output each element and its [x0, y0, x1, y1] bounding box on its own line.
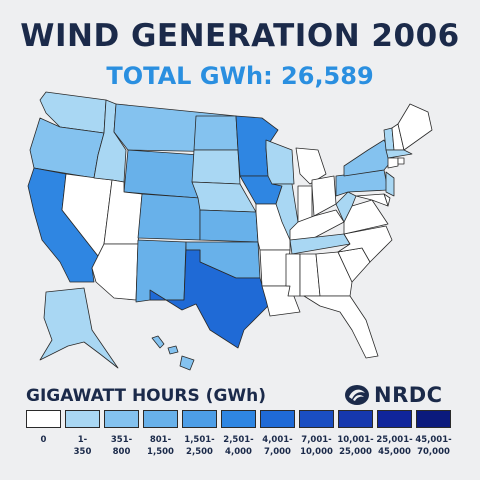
- legend-swatch: [26, 410, 61, 428]
- legend-range-low: 7,001-: [301, 435, 332, 445]
- legend-range-low: 351-: [110, 435, 133, 445]
- nrdc-logo: NRDC: [344, 383, 443, 407]
- legend-range-low: 1-: [77, 435, 88, 445]
- nrdc-logo-text: NRDC: [374, 383, 443, 407]
- legend-swatch: [65, 410, 100, 428]
- legend-range-low: 1,501-: [184, 435, 215, 445]
- legend-range-label: 45,001- 70,000: [415, 434, 451, 458]
- state-md: [355, 193, 389, 207]
- state-nj: [385, 171, 395, 197]
- legend-item: 25,001- 45,000: [376, 410, 413, 458]
- state-ak: [39, 287, 119, 369]
- state-nd: [193, 115, 239, 151]
- legend-range-high: 10,000: [300, 447, 333, 457]
- state-hi: [151, 335, 195, 371]
- legend-range-high: 7,000: [264, 447, 291, 457]
- legend-range-low: 10,001-: [337, 435, 374, 445]
- legend-swatch: [260, 410, 295, 428]
- state-wv: [335, 191, 357, 223]
- legend-range-low: 25,001-: [376, 435, 413, 445]
- legend-range-high: 4,000: [225, 447, 252, 457]
- legend-range-low: 2,501-: [223, 435, 254, 445]
- legend-item: 7,001- 10,000: [299, 410, 334, 458]
- legend-range-label: 7,001- 10,000: [300, 434, 333, 458]
- legend: 0 1- 350 351- 800 801- 1,500 1,501- 2,500 2,501- 4…: [26, 410, 455, 458]
- legend-range-high: 70,000: [417, 447, 450, 457]
- legend-item: 801- 1,500: [143, 410, 178, 458]
- state-ks: [199, 209, 259, 243]
- legend-item: 1- 350: [65, 410, 100, 458]
- state-me: [397, 103, 433, 151]
- state-co: [137, 193, 201, 241]
- state-fl: [303, 295, 379, 359]
- legend-range-label: 4,001- 7,000: [262, 434, 292, 458]
- legend-item: 10,001- 25,000: [337, 410, 374, 458]
- legend-range-high: 1,500: [147, 447, 174, 457]
- state-ri: [397, 157, 405, 165]
- state-oh: [311, 175, 337, 217]
- state-nm: [135, 239, 187, 303]
- state-wi: [265, 139, 295, 185]
- legend-item: 45,001- 70,000: [415, 410, 452, 458]
- legend-swatch: [338, 410, 373, 428]
- legend-range-high: 350: [73, 447, 92, 457]
- legend-range-label: 1,501- 2,500: [184, 434, 214, 458]
- state-il: [271, 183, 299, 241]
- legend-range-high: 25,000: [339, 447, 372, 457]
- legend-range-label: 0: [41, 434, 47, 446]
- state-wy: [123, 149, 201, 199]
- nrdc-globe-icon: [345, 385, 369, 405]
- legend-swatch: [299, 410, 334, 428]
- state-sd: [191, 149, 241, 185]
- map-subtitle: TOTAL GWh: 26,589: [106, 62, 374, 90]
- legend-range-label: 10,001- 25,000: [337, 434, 373, 458]
- map-title: WIND GENERATION 2006: [20, 18, 460, 54]
- legend-swatch: [416, 410, 451, 428]
- legend-range-high: 2,500: [186, 447, 213, 457]
- legend-range-label: 2,501- 4,000: [223, 434, 253, 458]
- legend-range-label: 25,001- 45,000: [376, 434, 412, 458]
- legend-swatch: [182, 410, 217, 428]
- state-ar: [259, 249, 291, 287]
- legend-range-high: 800: [112, 447, 131, 457]
- legend-range-low: 45,001-: [415, 435, 452, 445]
- legend-swatch: [377, 410, 412, 428]
- legend-item: 4,001- 7,000: [260, 410, 295, 458]
- legend-item: 0: [26, 410, 61, 458]
- legend-swatch: [221, 410, 256, 428]
- legend-swatch: [104, 410, 139, 428]
- legend-range-label: 351- 800: [111, 434, 132, 458]
- legend-item: 1,501- 2,500: [182, 410, 217, 458]
- state-tx: [149, 249, 269, 349]
- state-ct: [387, 157, 399, 169]
- state-nc: [337, 225, 393, 263]
- legend-range-high: 45,000: [378, 447, 411, 457]
- legend-item: 2,501- 4,000: [221, 410, 256, 458]
- legend-title: GIGAWATT HOURS (GWh): [26, 386, 267, 406]
- legend-range-low: 4,001-: [262, 435, 293, 445]
- legend-item: 351- 800: [104, 410, 139, 458]
- legend-range-low: 0: [40, 435, 47, 445]
- state-ma: [385, 149, 413, 159]
- state-in: [297, 185, 313, 223]
- legend-range-label: 801- 1,500: [147, 434, 174, 458]
- legend-range-label: 1- 350: [74, 434, 92, 458]
- legend-swatch: [143, 410, 178, 428]
- legend-range-low: 801-: [149, 435, 172, 445]
